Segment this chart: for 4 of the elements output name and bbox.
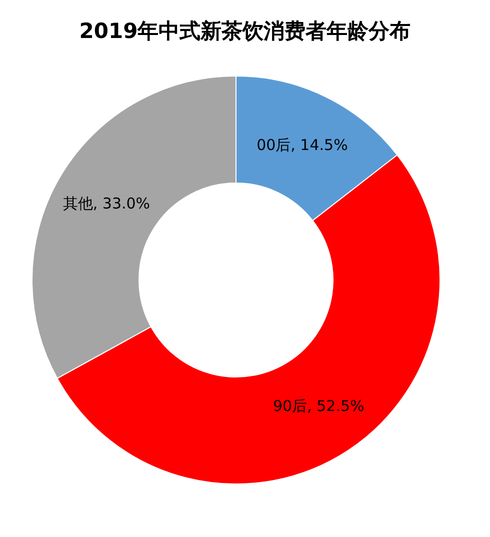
chart-title: 2019年中式新茶饮消费者年龄分布 [79,19,411,43]
slice-label: 00后, 14.5% [256,136,348,154]
slice-label: 其他, 33.0% [62,194,150,212]
slice-label: 90后, 52.5% [272,396,364,415]
